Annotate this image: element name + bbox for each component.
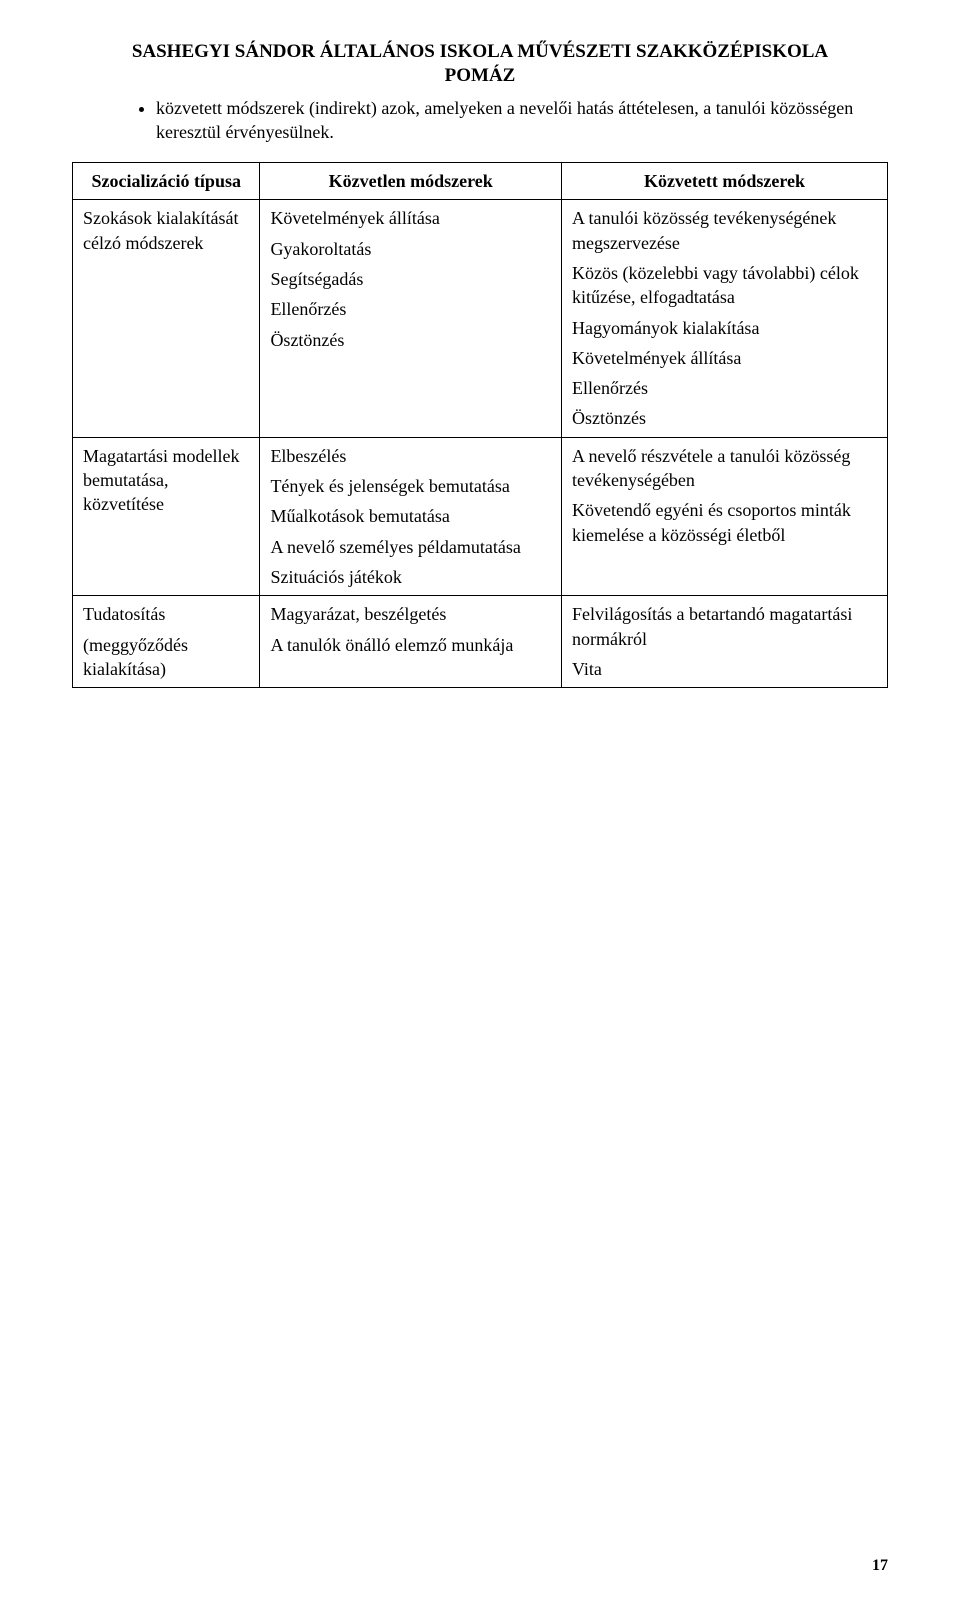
- cell-paragraph: Elbeszélés: [270, 444, 551, 468]
- row-direct-cell: Magyarázat, beszélgetés A tanulók önálló …: [260, 596, 562, 688]
- col-header-indirect: Közvetett módszerek: [561, 163, 887, 200]
- table-row: Magatartási modellek bemutatása, közvetí…: [73, 437, 888, 595]
- cell-paragraph: Követendő egyéni és csoportos minták kie…: [572, 498, 877, 547]
- cell-paragraph: Követelmények állítása: [270, 206, 551, 230]
- row-type-cell: Szokások kialakítását célzó módszerek: [73, 200, 260, 437]
- cell-paragraph: Tudatosítás: [83, 602, 249, 626]
- methods-table: Szocializáció típusa Közvetlen módszerek…: [72, 162, 888, 688]
- cell-paragraph: Tények és jelenségek bemutatása: [270, 474, 551, 498]
- cell-paragraph: Gyakoroltatás: [270, 237, 551, 261]
- cell-paragraph: (meggyőződés kialakítása): [83, 633, 249, 682]
- cell-paragraph: Szokások kialakítását célzó módszerek: [83, 206, 249, 255]
- page-container: SASHEGYI SÁNDOR ÁLTALÁNOS ISKOLA MŰVÉSZE…: [0, 0, 960, 1603]
- cell-paragraph: Ellenőrzés: [270, 297, 551, 321]
- row-indirect-cell: A nevelő részvétele a tanulói közösség t…: [561, 437, 887, 595]
- header-line-1: SASHEGYI SÁNDOR ÁLTALÁNOS ISKOLA MŰVÉSZE…: [72, 40, 888, 64]
- row-indirect-cell: A tanulói közösség tevékenységének megsz…: [561, 200, 887, 437]
- cell-paragraph: Műalkotások bemutatása: [270, 504, 551, 528]
- cell-paragraph: Szituációs játékok: [270, 565, 551, 589]
- page-number: 17: [872, 1557, 888, 1575]
- page-header: SASHEGYI SÁNDOR ÁLTALÁNOS ISKOLA MŰVÉSZE…: [72, 40, 888, 88]
- cell-paragraph: Közös (közelebbi vagy távolabbi) célok k…: [572, 261, 877, 310]
- cell-paragraph: A nevelő személyes példamutatása: [270, 535, 551, 559]
- cell-paragraph: A tanulói közösség tevékenységének megsz…: [572, 206, 877, 255]
- row-direct-cell: Elbeszélés Tények és jelenségek bemutatás…: [260, 437, 562, 595]
- table-row: Szokások kialakítását célzó módszerekKöv…: [73, 200, 888, 437]
- table-row: Tudatosítás(meggyőződés kialakítása)Magy…: [73, 596, 888, 688]
- table-header-row: Szocializáció típusa Közvetlen módszerek…: [73, 163, 888, 200]
- cell-paragraph: Hagyományok kialakítása: [572, 316, 877, 340]
- row-type-cell: Magatartási modellek bemutatása, közvetí…: [73, 437, 260, 595]
- row-indirect-cell: Felvilágosítás a betartandó magatartási …: [561, 596, 887, 688]
- cell-paragraph: Segítségadás: [270, 267, 551, 291]
- cell-paragraph: Ellenőrzés: [572, 376, 877, 400]
- row-type-cell: Tudatosítás (meggyőződés kialakítása): [73, 596, 260, 688]
- cell-paragraph: Magatartási modellek bemutatása, közvetí…: [83, 444, 249, 517]
- intro-bullet-item: közvetett módszerek (indirekt) azok, ame…: [156, 96, 888, 145]
- cell-paragraph: Felvilágosítás a betartandó magatartási …: [572, 602, 877, 651]
- cell-paragraph: A nevelő részvétele a tanulói közösség t…: [572, 444, 877, 493]
- cell-paragraph: Követelmények állítása: [572, 346, 877, 370]
- cell-paragraph: Ösztönzés: [572, 406, 877, 430]
- row-direct-cell: Követelmények állítása Gyakoroltatás Segít…: [260, 200, 562, 437]
- table-body: Szokások kialakítását célzó módszerekKöv…: [73, 200, 888, 688]
- col-header-direct: Közvetlen módszerek: [260, 163, 562, 200]
- col-header-type: Szocializáció típusa: [73, 163, 260, 200]
- header-line-2: POMÁZ: [72, 64, 888, 88]
- intro-bullet-block: közvetett módszerek (indirekt) azok, ame…: [132, 96, 888, 145]
- cell-paragraph: Ösztönzés: [270, 328, 551, 352]
- cell-paragraph: Magyarázat, beszélgetés: [270, 602, 551, 626]
- cell-paragraph: Vita: [572, 657, 877, 681]
- cell-paragraph: A tanulók önálló elemző munkája: [270, 633, 551, 657]
